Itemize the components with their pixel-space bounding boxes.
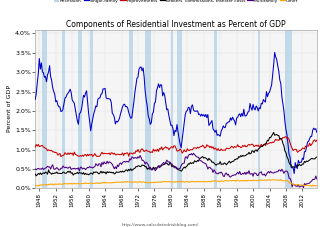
Bar <box>129 30 133 188</box>
Bar <box>177 30 182 188</box>
Legend: Recession, Single-family, Improvements, Brokers' commissions, transfer costs, Mu: Recession, Single-family, Improvements, … <box>52 0 300 5</box>
Bar <box>258 30 260 188</box>
Bar <box>145 30 151 188</box>
Bar <box>285 30 292 188</box>
Y-axis label: Percent of GDP: Percent of GDP <box>7 85 12 133</box>
Bar <box>90 30 93 188</box>
Bar <box>42 30 46 188</box>
Text: http://www.calculatedriskblog.com/: http://www.calculatedriskblog.com/ <box>121 223 199 227</box>
Bar <box>214 30 217 188</box>
Title: Components of Residential Investment as Percent of GDP: Components of Residential Investment as … <box>66 20 286 29</box>
Bar <box>171 30 173 188</box>
Bar <box>78 30 83 188</box>
Bar <box>62 30 65 188</box>
